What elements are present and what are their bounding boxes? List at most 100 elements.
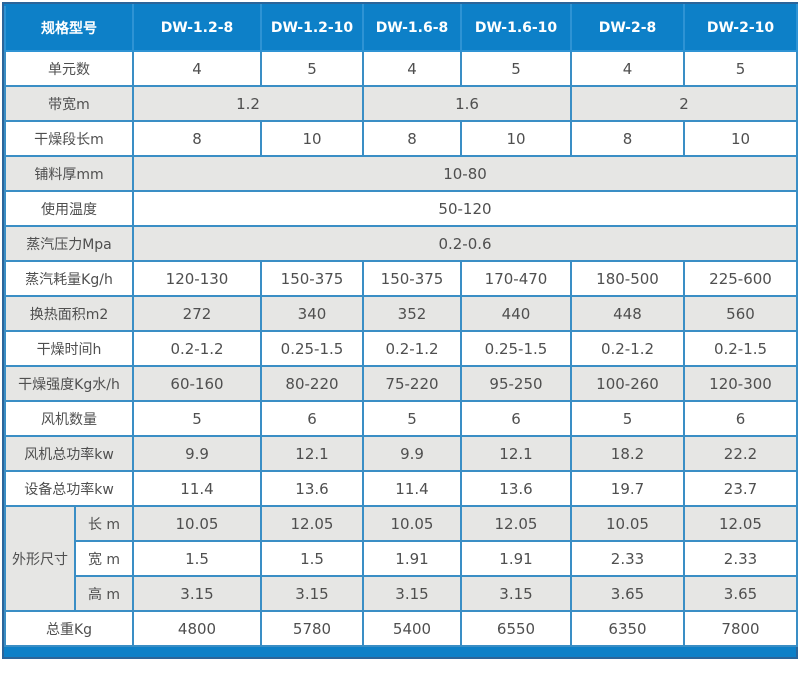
row-label: 蒸汽压力Mpa (4, 225, 134, 262)
table-row: 风机数量 5 6 5 6 5 6 (4, 400, 798, 437)
cell-value: 6 (460, 400, 572, 437)
column-header-model: DW-1.2-10 (260, 4, 364, 52)
cell-value: 6 (260, 400, 364, 437)
column-header-model: DW-2-8 (570, 4, 685, 52)
cell-value: 3.15 (460, 575, 572, 612)
cell-value: 10 (460, 120, 572, 157)
cell-value: 3.15 (260, 575, 364, 612)
cell-value: 12.05 (260, 505, 364, 542)
cell-value: 0.2-1.2 (362, 330, 462, 367)
cell-value: 11.4 (132, 470, 262, 507)
cell-value: 8 (570, 120, 685, 157)
cell-value: 11.4 (362, 470, 462, 507)
cell-value: 5780 (260, 610, 364, 647)
cell-value: 4 (570, 50, 685, 87)
row-label: 风机数量 (4, 400, 134, 437)
cell-value: 5400 (362, 610, 462, 647)
cell-value: 6550 (460, 610, 572, 647)
cell-value: 3.65 (570, 575, 685, 612)
cell-value: 180-500 (570, 260, 685, 297)
table-row: 干燥强度Kg水/h 60-160 80-220 75-220 95-250 100-260… (4, 365, 798, 402)
cell-value: 1.91 (362, 540, 462, 577)
row-label: 干燥强度Kg水/h (4, 365, 134, 402)
row-label: 铺料厚mm (4, 155, 134, 192)
cell-value: 12.1 (260, 435, 364, 472)
cell-value: 1.91 (460, 540, 572, 577)
cell-value: 5 (570, 400, 685, 437)
table-row: 带宽m 1.2 1.6 2 (4, 85, 798, 122)
cell-value: 2.33 (570, 540, 685, 577)
cell-value: 0.25-1.5 (260, 330, 364, 367)
cell-value: 4800 (132, 610, 262, 647)
row-label: 设备总功率kw (4, 470, 134, 507)
cell-value: 120-130 (132, 260, 262, 297)
cell-value: 3.65 (683, 575, 798, 612)
row-label: 单元数 (4, 50, 134, 87)
cell-value: 6350 (570, 610, 685, 647)
table-row: 设备总功率kw 11.4 13.6 11.4 13.6 19.7 23.7 (4, 470, 798, 507)
table-row: 外形尺寸长 m 10.05 12.05 10.05 12.05 10.05 12.05 (4, 505, 798, 612)
cell-value: 95-250 (460, 365, 572, 402)
column-header-model: DW-2-10 (683, 4, 798, 52)
cell-value: 150-375 (260, 260, 364, 297)
column-header-model: DW-1.6-8 (362, 4, 462, 52)
header-spec-label: 规格型号 (4, 4, 134, 52)
table-row: 宽 m 1.5 1.5 1.91 1.91 2.33 2.33 (5, 540, 798, 577)
cell-value: 8 (132, 120, 262, 157)
cell-value: 1.6 (362, 85, 572, 122)
table-row: 蒸汽压力Mpa 0.2-0.6 (4, 225, 798, 262)
cell-value: 5 (683, 50, 798, 87)
cell-value: 440 (460, 295, 572, 332)
cell-value: 10 (260, 120, 364, 157)
cell-value: 0.2-1.2 (570, 330, 685, 367)
header-row: 规格型号 DW-1.2-8 DW-1.2-10 DW-1.6-8 DW-1.6-10 D… (4, 4, 798, 52)
table-row: 单元数 4 5 4 5 4 5 (4, 50, 798, 87)
table-row: 高 m 3.15 3.15 3.15 3.15 3.65 3.65 (5, 575, 798, 612)
cell-value: 3.15 (132, 575, 262, 612)
table-row: 总重Kg 4800 5780 5400 6550 6350 7800 (4, 610, 798, 647)
cell-value: 5 (260, 50, 364, 87)
table-row: 使用温度 50-120 (4, 190, 798, 227)
cell-value: 10-80 (132, 155, 798, 192)
row-group-label: 外形尺寸 (4, 505, 76, 612)
row-sublabel: 长 m (74, 505, 134, 542)
cell-value: 0.2-1.2 (132, 330, 262, 367)
cell-value: 10.05 (362, 505, 462, 542)
cell-value: 12.1 (460, 435, 572, 472)
cell-value: 50-120 (132, 190, 798, 227)
row-label: 蒸汽耗量Kg/h (4, 260, 134, 297)
cell-value: 170-470 (460, 260, 572, 297)
cell-value: 4 (362, 50, 462, 87)
cell-value: 19.7 (570, 470, 685, 507)
row-label: 使用温度 (4, 190, 134, 227)
table-row: 干燥段长m 8 10 8 10 8 10 (4, 120, 798, 157)
row-label: 干燥段长m (4, 120, 134, 157)
cell-value: 10.05 (132, 505, 262, 542)
row-label: 干燥时间h (4, 330, 134, 367)
cell-value: 2.33 (683, 540, 798, 577)
cell-value: 272 (132, 295, 262, 332)
cell-value: 100-260 (570, 365, 685, 402)
cell-value: 23.7 (683, 470, 798, 507)
cell-value: 9.9 (132, 435, 262, 472)
cell-value: 1.2 (132, 85, 364, 122)
cell-value: 150-375 (362, 260, 462, 297)
cell-value: 225-600 (683, 260, 798, 297)
cell-value: 75-220 (362, 365, 462, 402)
spec-table-container: 规格型号 DW-1.2-8 DW-1.2-10 DW-1.6-8 DW-1.6-10 D… (2, 2, 798, 659)
cell-value: 9.9 (362, 435, 462, 472)
table-row: 风机总功率kw 9.9 12.1 9.9 12.1 18.2 22.2 (4, 435, 798, 472)
row-sublabel: 高 m (74, 575, 134, 612)
table-row: 蒸汽耗量Kg/h 120-130 150-375 150-375 170-470 180-… (4, 260, 798, 297)
cell-value: 18.2 (570, 435, 685, 472)
table-row: 干燥时间h 0.2-1.2 0.25-1.5 0.2-1.2 0.25-1.5 0.2-1… (4, 330, 798, 367)
cell-value: 1.5 (260, 540, 364, 577)
cell-value: 0.2-1.5 (683, 330, 798, 367)
cell-value: 13.6 (260, 470, 364, 507)
spec-table: 规格型号 DW-1.2-8 DW-1.2-10 DW-1.6-8 DW-1.6-10 D… (4, 4, 798, 647)
cell-value: 0.25-1.5 (460, 330, 572, 367)
cell-value: 10 (683, 120, 798, 157)
cell-value: 2 (570, 85, 798, 122)
table-row: 铺料厚mm 10-80 (4, 155, 798, 192)
cell-value: 448 (570, 295, 685, 332)
